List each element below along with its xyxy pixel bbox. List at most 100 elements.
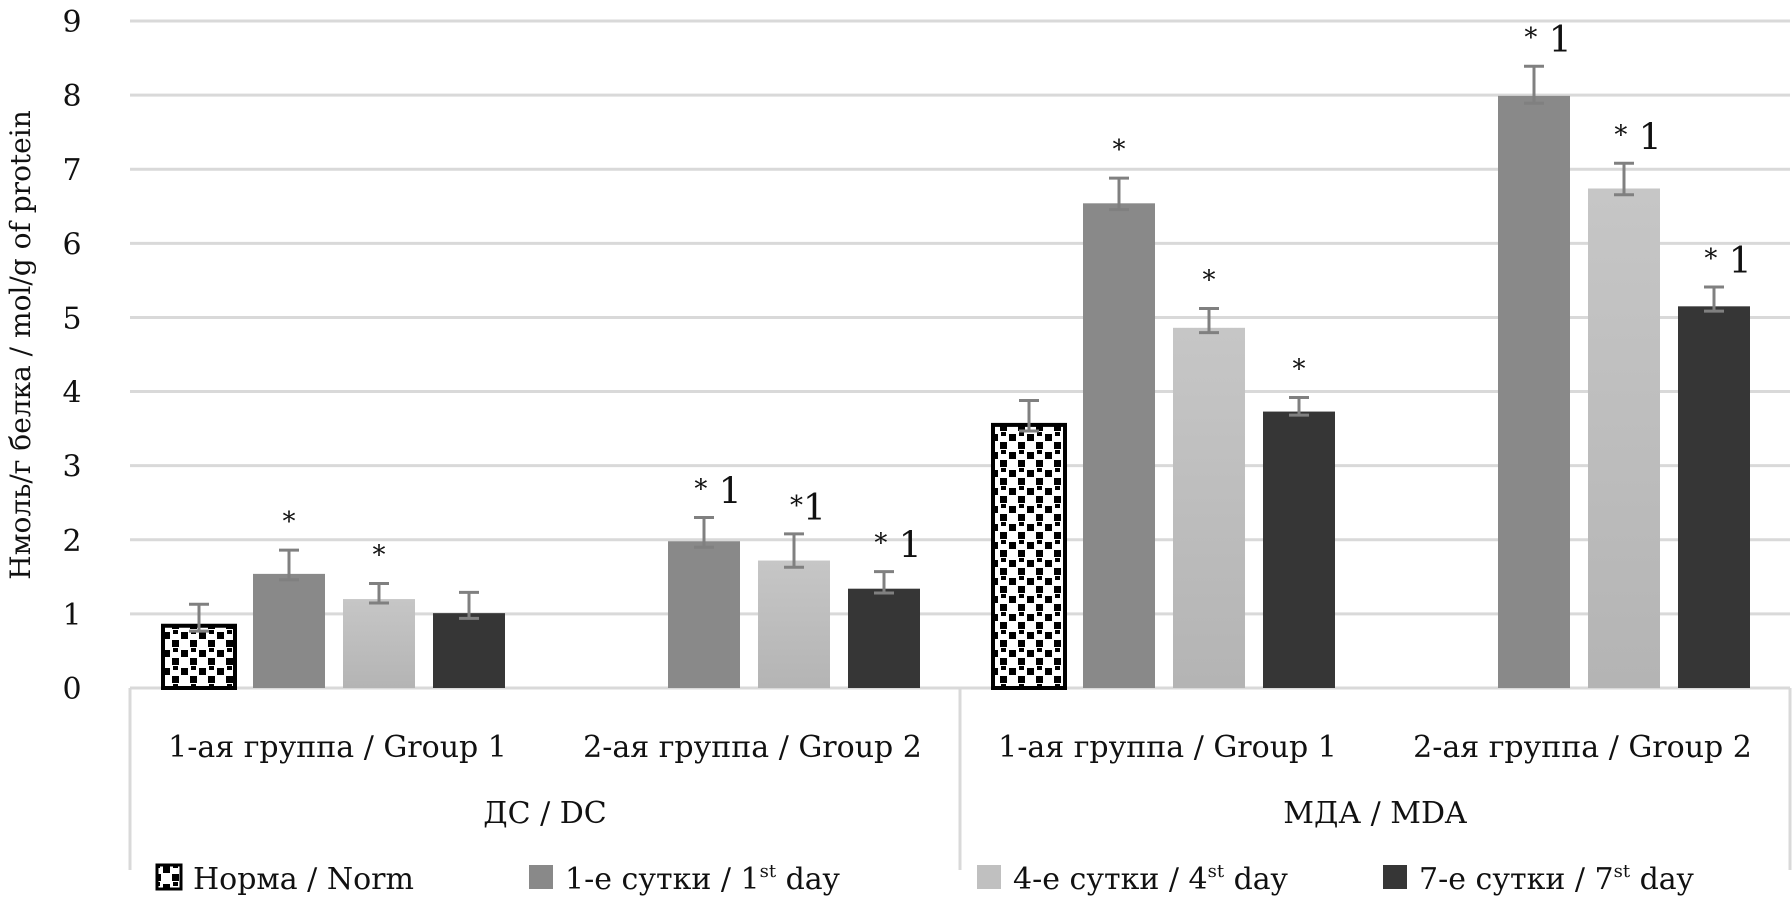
bars (161, 95, 1750, 690)
asterisk-mark: * (1524, 23, 1537, 53)
bar (253, 573, 325, 688)
significance-label: * (373, 541, 386, 571)
significance-label: * (1203, 266, 1216, 296)
category-axis-frame (128, 686, 1792, 870)
error-bar (694, 516, 714, 549)
legend-item: 7-е сутки / 7st day (1383, 861, 1694, 897)
category-label: 1-ая группа / Group 1 (998, 730, 1337, 765)
bar (343, 599, 415, 688)
legend: Норма / Norm 1-е сутки / 1st day 4-е сутки… (155, 861, 1694, 897)
bar (848, 588, 920, 688)
legend-label-main: Норма / Norm (193, 862, 414, 897)
error-bar (1704, 285, 1724, 313)
group-mark: 1 (803, 488, 826, 529)
group-mark: 1 (1717, 241, 1751, 282)
y-tick-label: 0 (62, 672, 81, 707)
error-bar (459, 590, 479, 620)
y-axis-title: Нмоль/г белка / mol/g of protein (4, 110, 37, 579)
legend-label: 4-е сутки / 4st day (1013, 861, 1288, 897)
bar (1173, 327, 1245, 688)
significance-label: * 1 (874, 526, 921, 567)
asterisk-mark: * (1203, 266, 1216, 296)
significance-label: * 1 (1614, 117, 1661, 158)
significance-annotations: ** 1** 1**1** 1* 1** 1 (283, 20, 1752, 570)
y-tick-label: 2 (62, 524, 81, 559)
legend-label-tail: day (1630, 862, 1694, 897)
error-bar (1524, 64, 1544, 105)
y-tick-label: 3 (62, 450, 81, 485)
legend-swatch (1383, 865, 1407, 889)
error-bar (1614, 161, 1634, 197)
legend-label-tail: day (776, 862, 840, 897)
category-label: 2-ая группа / Group 2 (1413, 730, 1752, 765)
legend-label-main: 7-е сутки / 7 (1419, 862, 1614, 897)
bar (1588, 188, 1660, 689)
significance-label: * (1113, 135, 1126, 165)
group-mark: 1 (1537, 20, 1571, 61)
legend-label-tail: day (1224, 862, 1288, 897)
group-label: МДА / MDA (1283, 796, 1467, 831)
asterisk-mark: * (1614, 120, 1627, 150)
bar (1498, 95, 1570, 688)
significance-label: *1 (790, 488, 826, 529)
legend-swatch (977, 865, 1001, 889)
error-bar (1199, 307, 1219, 335)
significance-label: * 1 (694, 472, 741, 513)
y-tick-label: 6 (62, 227, 81, 262)
gridlines (130, 19, 1790, 616)
category-labels: 1-ая группа / Group 1 2-ая группа / Group… (168, 730, 1752, 765)
y-tick-label: 7 (62, 153, 81, 188)
legend-label: 1-е сутки / 1st day (565, 861, 840, 897)
error-bar (189, 602, 209, 633)
group-mark: 1 (887, 526, 921, 567)
group-mark: 1 (1627, 117, 1661, 158)
bar (758, 560, 830, 688)
legend-item: 1-е сутки / 1st day (529, 861, 840, 897)
error-bar (369, 582, 389, 605)
legend-label: Норма / Norm (193, 862, 414, 897)
bar (1263, 411, 1335, 688)
asterisk-mark: * (373, 541, 386, 571)
y-tick-label: 5 (62, 301, 81, 336)
y-axis-ticks: 0 1 2 3 4 5 6 7 8 9 (62, 5, 81, 707)
asterisk-mark: * (283, 507, 296, 537)
y-tick-label: 1 (62, 598, 81, 633)
significance-label: * 1 (1524, 20, 1571, 61)
significance-label: * (1293, 354, 1306, 384)
group-label: ДС / DC (483, 796, 607, 831)
bar (668, 541, 740, 688)
asterisk-mark: * (874, 529, 887, 559)
legend-label: 7-е сутки / 7st day (1419, 861, 1694, 897)
category-label: 1-ая группа / Group 1 (168, 730, 507, 765)
asterisk-mark: * (694, 475, 707, 505)
error-bar (784, 532, 804, 569)
significance-label: * (283, 507, 296, 537)
bar (1083, 203, 1155, 688)
legend-label-main: 4-е сутки / 4 (1013, 862, 1208, 897)
significance-label: * 1 (1704, 241, 1751, 282)
group-mark: 1 (707, 472, 741, 513)
error-bar (874, 570, 894, 595)
asterisk-mark: * (790, 491, 803, 521)
asterisk-mark: * (1293, 354, 1306, 384)
bar (433, 613, 505, 688)
error-bar (1019, 398, 1039, 433)
asterisk-mark: * (1113, 135, 1126, 165)
error-bar (279, 548, 299, 582)
legend-label-superscript: st (760, 861, 777, 882)
category-label: 2-ая группа / Group 2 (583, 730, 922, 765)
asterisk-mark: * (1704, 244, 1717, 274)
bar (161, 623, 237, 690)
bar (991, 422, 1067, 690)
legend-label-superscript: st (1614, 861, 1631, 882)
group-labels: ДС / DC МДА / MDA (483, 796, 1467, 831)
error-bar (1109, 176, 1129, 212)
legend-label-main: 1-е сутки / 1 (565, 862, 760, 897)
legend-item: Норма / Norm (155, 862, 414, 897)
y-tick-label: 4 (62, 376, 81, 411)
y-tick-label: 9 (62, 5, 81, 40)
legend-item: 4-е сутки / 4st day (977, 861, 1288, 897)
y-tick-label: 8 (62, 79, 81, 114)
legend-swatch (529, 865, 553, 889)
